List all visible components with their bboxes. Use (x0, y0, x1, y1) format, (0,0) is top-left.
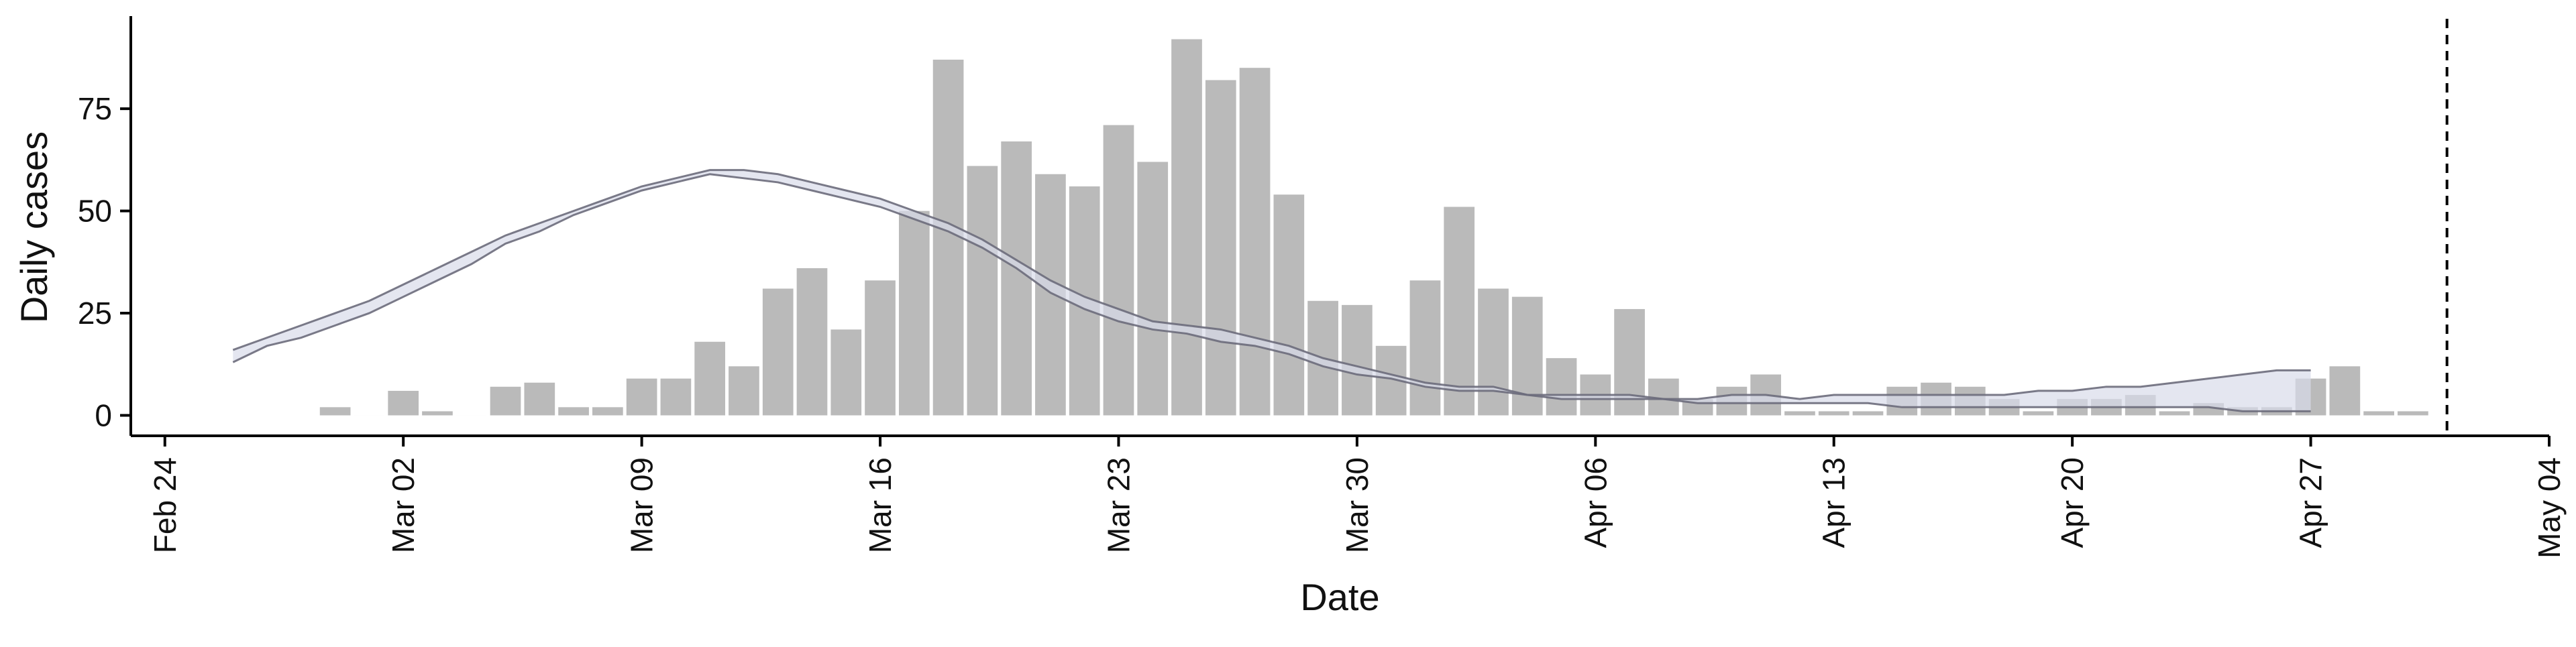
fit-band-area (233, 170, 2310, 412)
case-bar (320, 407, 351, 415)
case-bar (1478, 288, 1509, 415)
case-bar (1171, 39, 1202, 415)
fit-upper-line (233, 170, 2310, 399)
x-tick-label: Apr 06 (1578, 457, 1613, 548)
case-bar (1205, 80, 1236, 415)
case-bar (1342, 305, 1373, 416)
case-bar (388, 391, 419, 416)
case-bar (592, 407, 623, 415)
case-bar (694, 342, 725, 416)
case-bar (1410, 280, 1441, 415)
x-tick-label: Apr 27 (2294, 457, 2328, 548)
case-bar (1784, 411, 1815, 415)
case-bar (1104, 125, 1134, 416)
x-tick-label: Mar 16 (863, 457, 898, 553)
case-bar (1853, 411, 1884, 415)
case-bar (763, 288, 794, 415)
fit-band (233, 170, 2310, 412)
case-bar (899, 211, 930, 416)
case-bar (2023, 411, 2054, 415)
axes: 0 25 50 75 Feb 24 Mar 02 Mar 09 Mar 16 Mar 23 Mar… (78, 16, 2567, 558)
case-bars (320, 39, 2428, 415)
case-bar (1001, 141, 1032, 416)
y-tick-label: 25 (78, 296, 112, 331)
x-axis-title: Date (1300, 576, 1379, 618)
y-axis-title: Daily cases (13, 131, 55, 323)
case-bar (1137, 162, 1168, 415)
x-tick-label: Mar 23 (1101, 457, 1136, 553)
case-bar (2363, 411, 2394, 415)
case-bar (967, 166, 998, 416)
case-bar (2398, 411, 2428, 415)
case-bar (1444, 207, 1474, 416)
y-tick-label: 75 (78, 91, 112, 126)
case-bar (2330, 366, 2361, 415)
x-tick-label: Apr 13 (1817, 457, 1851, 548)
y-tick-label: 0 (95, 398, 112, 433)
case-bar (1512, 297, 1543, 416)
fit-lower-line (233, 174, 2310, 412)
case-bar (1819, 411, 1849, 415)
y-tick-label: 50 (78, 194, 112, 229)
case-bar (1240, 68, 1271, 415)
case-bar (422, 411, 453, 415)
x-tick-label: Mar 30 (1340, 457, 1375, 553)
x-tick-label: Mar 02 (386, 457, 421, 553)
case-bar (558, 407, 589, 415)
case-bar (627, 379, 657, 416)
x-tick-label: Mar 09 (625, 457, 659, 553)
case-bar (661, 379, 692, 416)
x-tick-label: May 04 (2532, 457, 2567, 558)
case-bar (524, 383, 555, 416)
x-tick-label: Feb 24 (148, 457, 182, 553)
case-bar (1546, 358, 1577, 415)
case-bar (865, 280, 896, 415)
x-tick-label: Apr 20 (2055, 457, 2090, 548)
case-bar (729, 366, 759, 415)
case-bar (797, 268, 828, 416)
case-bar (490, 387, 521, 416)
case-bar (1273, 194, 1304, 415)
case-bar (830, 329, 861, 415)
case-bar (2159, 411, 2190, 415)
